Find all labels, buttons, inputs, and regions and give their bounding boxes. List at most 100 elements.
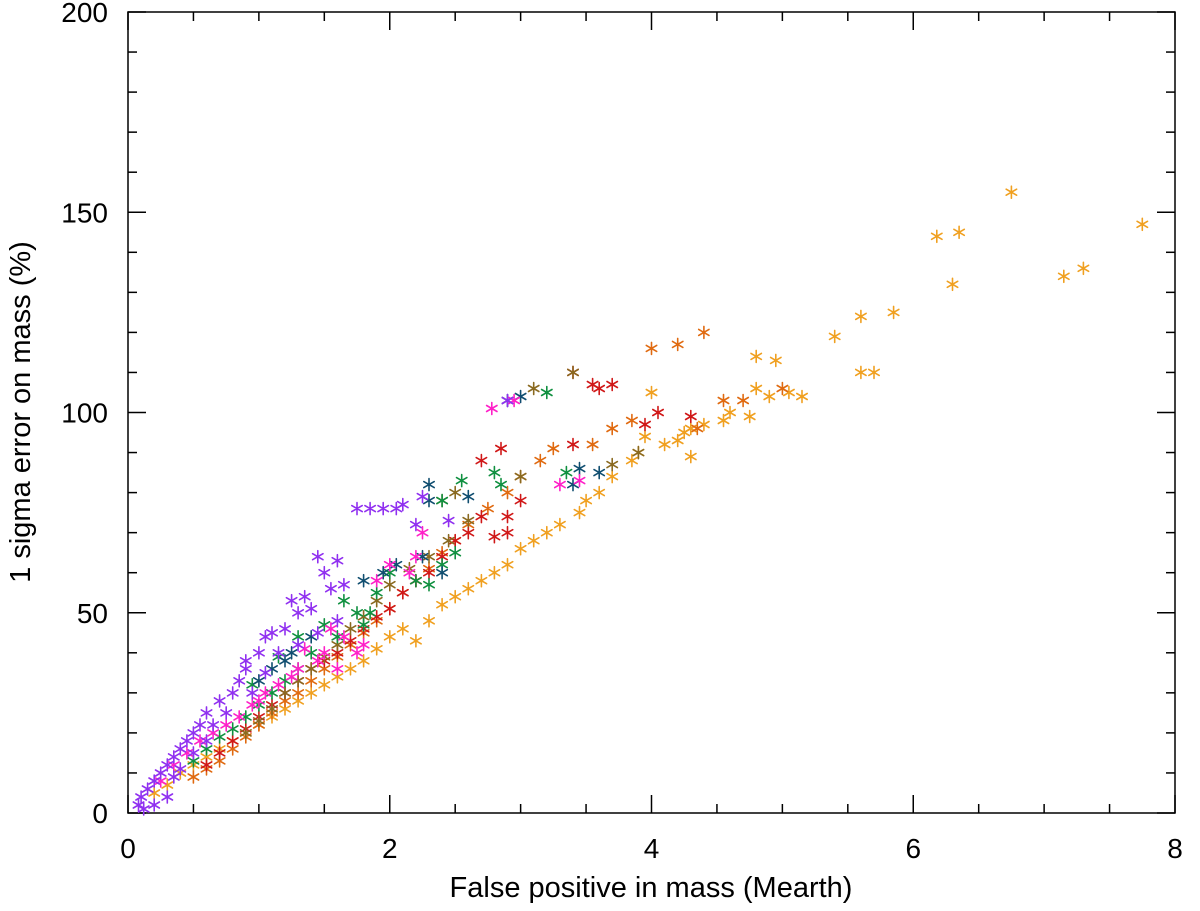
- data-point: [220, 718, 233, 732]
- data-point: [370, 642, 383, 656]
- data-point: [887, 305, 900, 320]
- data-point: [357, 573, 370, 588]
- data-point: [305, 674, 318, 688]
- data-point: [409, 634, 422, 648]
- data-point: [305, 630, 318, 644]
- data-point: [213, 694, 226, 708]
- data-point: [553, 517, 566, 532]
- data-point: [567, 437, 579, 452]
- data-point: [514, 541, 527, 556]
- data-point: [311, 626, 324, 640]
- data-point: [1077, 261, 1090, 276]
- data-point: [423, 577, 435, 592]
- data-point: [364, 606, 377, 620]
- data-point: [252, 674, 265, 688]
- data-point: [495, 441, 507, 456]
- data-point: [423, 614, 435, 628]
- data-point: [239, 654, 252, 668]
- data-point: [645, 385, 658, 400]
- data-point: [344, 662, 357, 676]
- data-point: [233, 674, 246, 688]
- data-point: [475, 453, 488, 468]
- data-point: [298, 589, 311, 604]
- data-point: [252, 714, 265, 728]
- data-point: [266, 702, 278, 716]
- data-point: [292, 606, 305, 620]
- data-point: [324, 581, 337, 596]
- data-point: [174, 762, 187, 776]
- data-point: [717, 393, 730, 408]
- data-point: [318, 565, 331, 580]
- data-point: [239, 710, 252, 724]
- data-point: [226, 722, 239, 736]
- data-point: [377, 501, 390, 516]
- data-point: [691, 421, 704, 436]
- data-point: [593, 465, 606, 480]
- data-point: [573, 505, 586, 520]
- data-point: [475, 573, 488, 588]
- data-point: [259, 666, 272, 680]
- x-tick-label: 0: [120, 833, 136, 864]
- data-point: [527, 533, 540, 548]
- data-point: [292, 638, 305, 652]
- data-point: [259, 630, 272, 644]
- data-point: [279, 674, 291, 688]
- data-point: [593, 485, 606, 500]
- data-point: [423, 477, 435, 492]
- data-point: [351, 501, 363, 516]
- data-point: [423, 549, 435, 564]
- data-point: [495, 477, 507, 492]
- data-point: [828, 329, 841, 344]
- data-point: [246, 698, 259, 712]
- data-point: [292, 662, 305, 676]
- y-tick-label: 100: [61, 398, 108, 429]
- data-point: [331, 630, 344, 644]
- data-point: [167, 770, 180, 784]
- data-point: [930, 229, 943, 244]
- data-point: [318, 646, 331, 660]
- data-point: [351, 606, 363, 620]
- data-point: [200, 758, 213, 772]
- data-point: [671, 337, 684, 352]
- y-tick-label: 150: [61, 197, 108, 228]
- data-point: [220, 706, 233, 720]
- series-purple: [132, 393, 514, 816]
- x-tick-label: 2: [382, 833, 398, 864]
- data-point: [514, 389, 527, 404]
- data-point: [279, 622, 291, 636]
- data-point: [436, 565, 449, 580]
- data-point: [697, 417, 710, 432]
- data-point: [658, 437, 671, 452]
- data-point: [625, 413, 638, 428]
- data-point: [344, 622, 357, 636]
- data-point: [266, 686, 278, 700]
- data-point: [194, 734, 206, 748]
- data-point: [501, 485, 514, 500]
- y-axis-title: 1 sigma error on mass (%): [5, 241, 37, 583]
- y-tick-label: 50: [77, 598, 108, 629]
- data-point: [547, 441, 560, 456]
- data-point: [724, 405, 736, 420]
- data-point: [606, 421, 619, 436]
- data-point: [514, 493, 527, 508]
- data-point: [383, 601, 396, 616]
- data-point: [717, 413, 730, 428]
- data-point: [645, 341, 658, 356]
- data-point: [606, 457, 619, 472]
- data-point: [567, 365, 579, 380]
- data-point: [187, 770, 200, 784]
- data-point: [684, 409, 697, 424]
- data-point: [200, 706, 213, 720]
- data-point: [396, 585, 409, 600]
- x-axis-title: False positive in mass (Mearth): [450, 872, 853, 904]
- data-point: [383, 577, 396, 592]
- data-point: [508, 393, 521, 408]
- data-point: [586, 377, 599, 392]
- data-point: [148, 786, 161, 800]
- data-point: [684, 449, 697, 464]
- data-point: [527, 381, 540, 396]
- data-point: [442, 513, 455, 528]
- data-point: [423, 565, 435, 580]
- data-point: [252, 646, 265, 660]
- data-point: [540, 525, 553, 540]
